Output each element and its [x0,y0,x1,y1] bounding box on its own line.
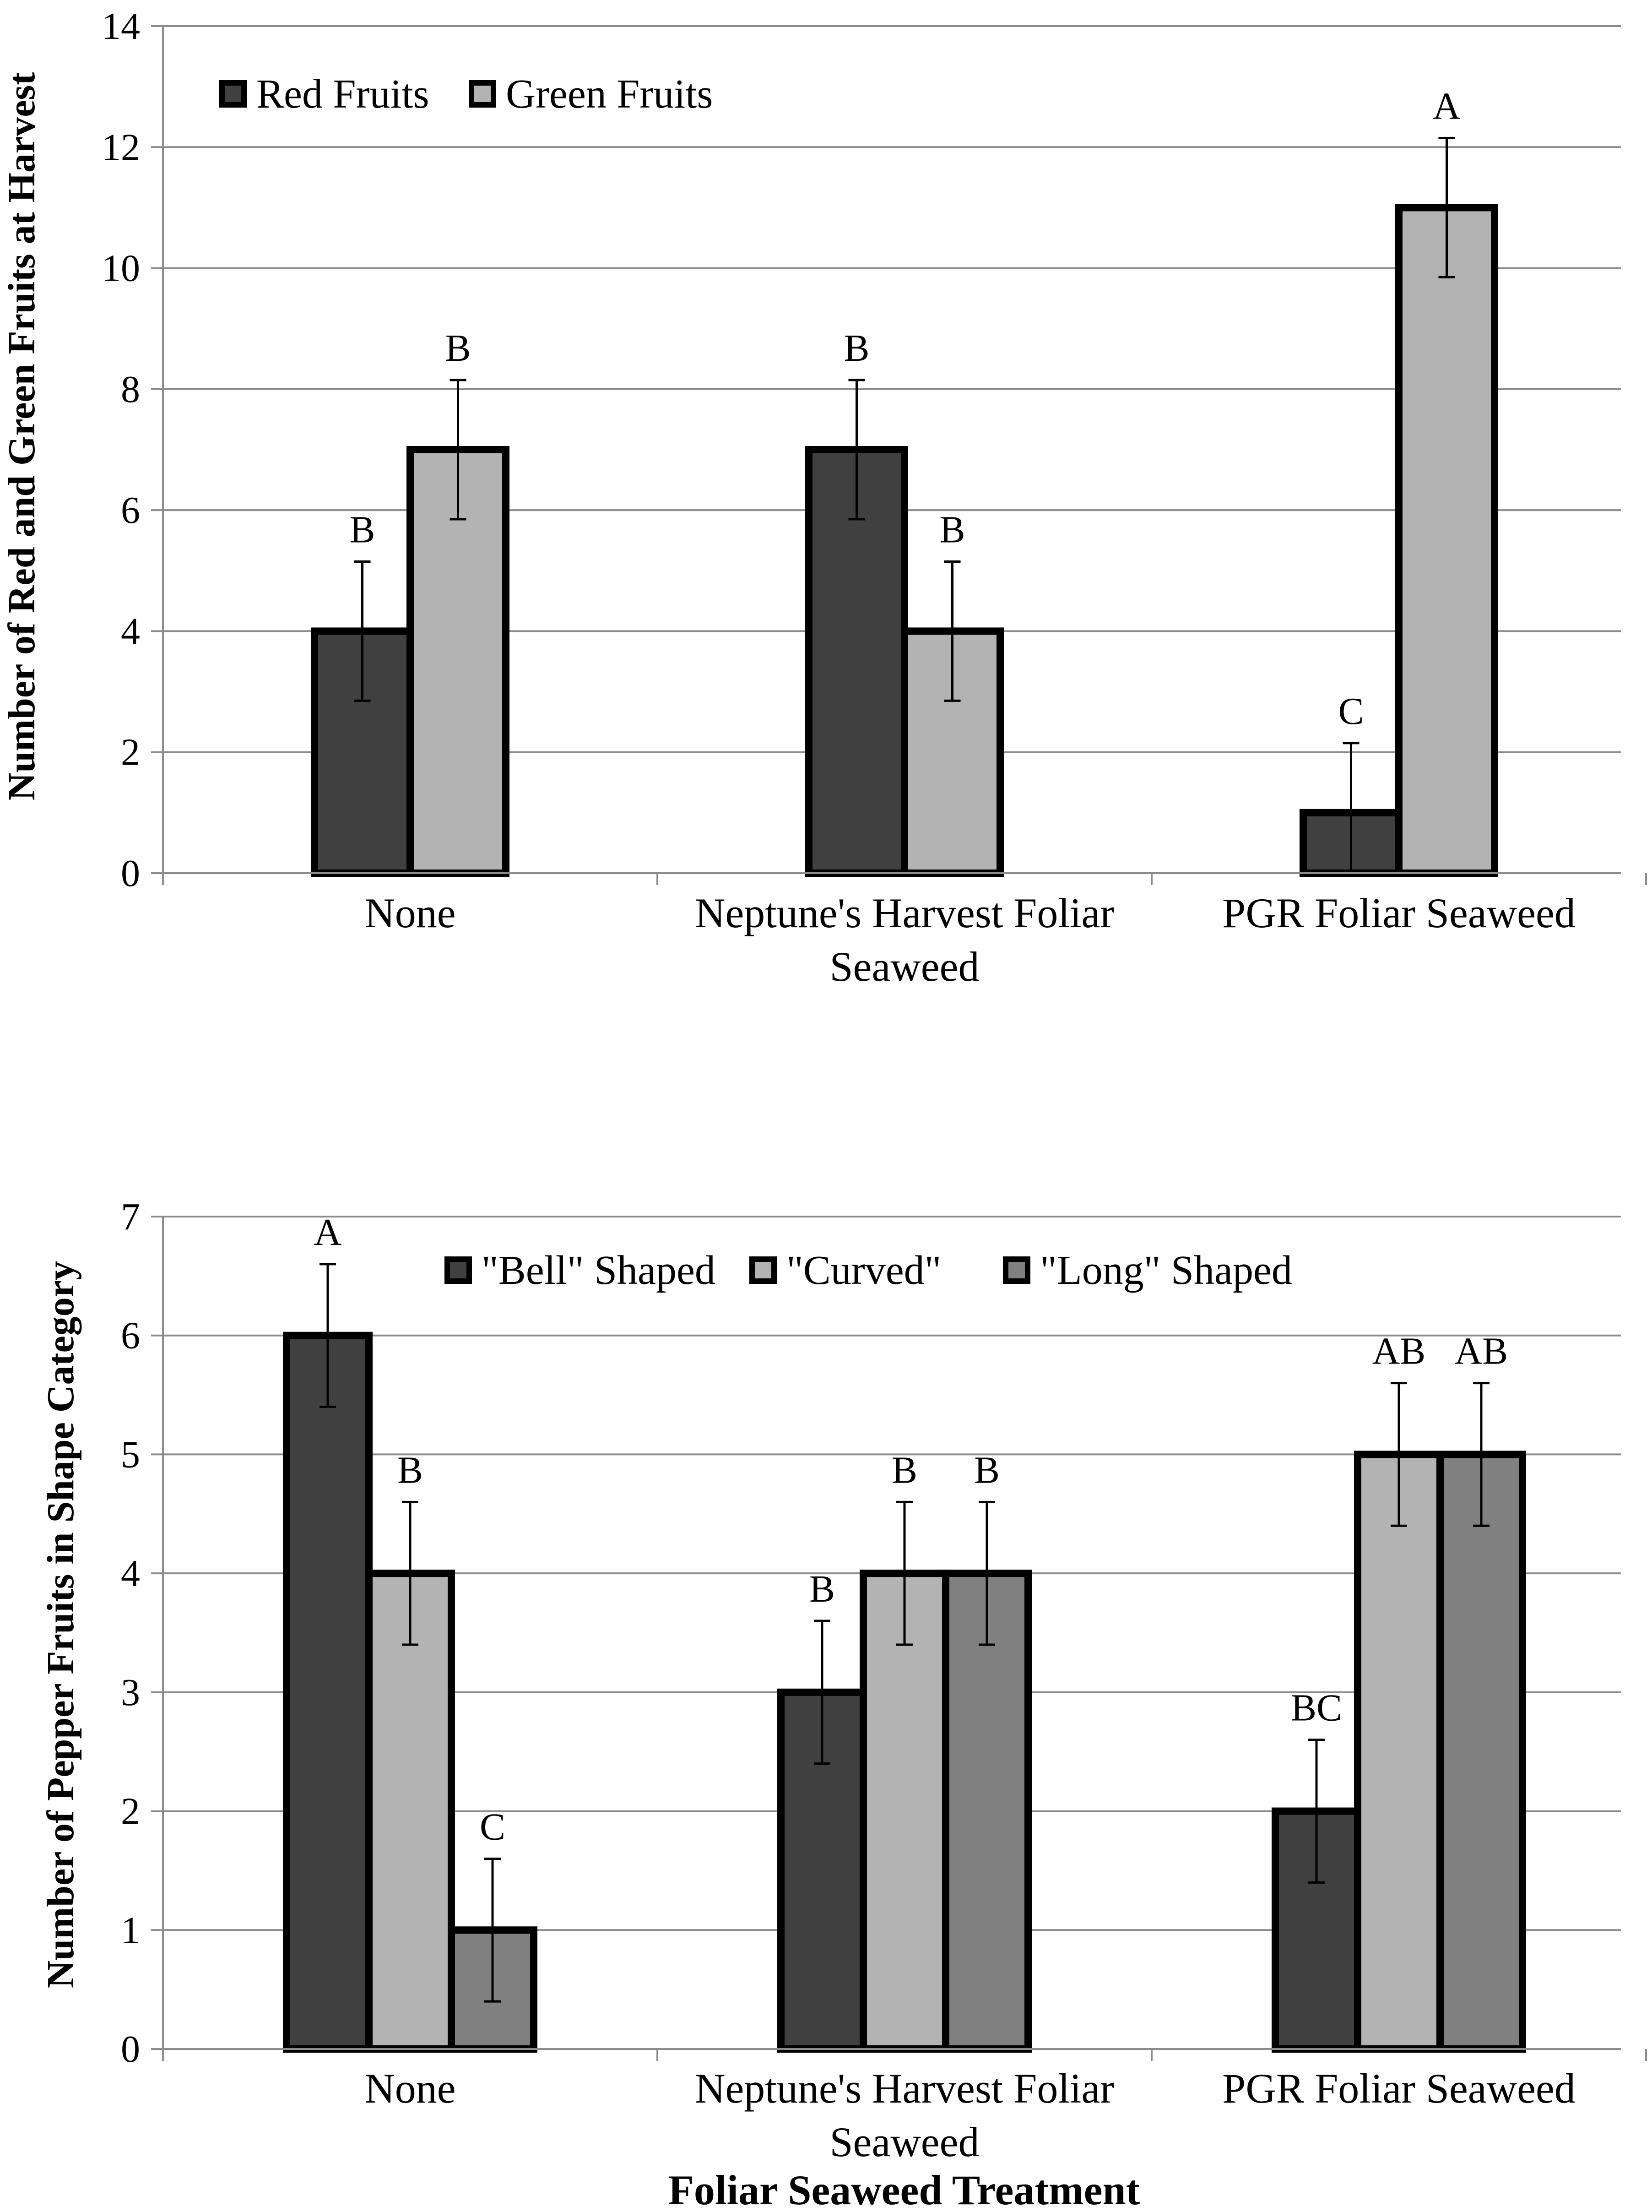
y-tick-label: 0 [121,852,140,895]
legend-label: "Long" Shaped [1040,1248,1292,1293]
significance-letter: A [314,1211,342,1254]
y-tick-label: 1 [121,1909,140,1951]
y-tick-label: 3 [121,1671,140,1714]
legend: "Bell" Shaped "Curved" "Long" Shaped [444,1248,1292,1293]
axes [151,25,1647,885]
chart-red-green-fruits: 0 2 4 6 8 10 12 14 None Neptune's Harvest Foliar… [0,5,1647,990]
bar-long-shaped-neptune-s-harvest-foliar-seaweed [942,1570,1032,2053]
y-tick-label: 5 [121,1433,140,1476]
significance-letter: A [1433,85,1461,127]
bar-curved-pgr-foliar-seaweed [1354,1451,1444,2053]
y-axis-title: Number of Red and Green Fruits at Harves… [0,72,43,800]
legend-label: Red Fruits [256,71,429,117]
x-category-labels: None Neptune's Harvest Foliar Seaweed PGR F… [364,2065,1575,2165]
x-category-label: Seaweed [830,943,980,990]
significance-letter: B [892,1449,917,1491]
y-tick-label: 6 [121,489,140,532]
legend-label: Green Fruits [506,71,713,117]
legend-swatch-long-shaped [1003,1256,1030,1284]
significance-letter: AB [1455,1330,1508,1373]
significance-letter: B [844,327,869,370]
axes [151,1216,1647,2061]
x-category-label: PGR Foliar Seaweed [1222,890,1576,936]
x-category-label: Neptune's Harvest Foliar [695,890,1114,936]
legend-label: "Curved" [786,1248,941,1293]
x-category-label: Seaweed [830,2119,980,2165]
significance-letter: B [397,1449,423,1491]
y-tick-label: 10 [102,247,140,290]
y-axis-title: Number of Pepper Fruits in Shape Categor… [39,1261,82,1988]
y-tick-label: 2 [121,1790,140,1833]
x-category-label: None [364,2065,455,2112]
significance-letter: B [349,508,375,551]
error-bars [320,1263,1490,2003]
y-tick-label: 2 [121,731,140,774]
x-axis-title: Foliar Seaweed Treatment [668,2167,1140,2212]
x-category-labels: None Neptune's Harvest Foliar Seaweed PGR F… [364,890,1575,990]
chart-pepper-shape: 0 1 2 3 4 5 6 7 None Neptune's Harvest Foliar Sea… [39,1196,1647,2212]
bar-long-shaped-pgr-foliar-seaweed [1436,1451,1526,2053]
x-category-label: PGR Foliar Seaweed [1222,2065,1576,2112]
significance-letter: B [974,1449,1000,1491]
legend-swatch-red-fruits [219,80,247,108]
significance-letter: BC [1291,1687,1342,1729]
bars [283,1332,1526,2053]
significance-letter: B [809,1568,835,1610]
y-tick-label: 12 [102,126,140,168]
y-tick-label: 6 [121,1315,140,1357]
significance-letter: C [480,1805,505,1848]
y-tick-label: 7 [121,1196,140,1238]
y-tick-labels: 0 2 4 6 8 10 12 14 [102,5,140,895]
significance-letter: AB [1372,1330,1426,1373]
legend-swatch-curved [749,1256,777,1284]
legend-label: "Bell" Shaped [482,1248,715,1293]
legend-swatch-bell-shaped [444,1256,472,1284]
y-tick-labels: 0 1 2 3 4 5 6 7 [121,1196,140,2071]
x-category-label: None [364,890,455,936]
y-tick-label: 4 [121,610,140,652]
bar-bell-shaped-none [283,1332,373,2053]
legend: Red Fruits Green Fruits [219,71,713,117]
significance-letter: C [1338,690,1364,733]
bar-curved-none [365,1570,455,2053]
significance-letter: B [445,327,471,370]
significance-letter: B [939,508,965,551]
y-tick-label: 8 [121,368,140,411]
x-category-label: Neptune's Harvest Foliar [695,2065,1114,2112]
bar-green-fruits-pgr-foliar-seaweed [1395,204,1498,877]
legend-swatch-green-fruits [469,80,496,108]
y-tick-label: 0 [121,2028,140,2071]
significance-letters: B B B B C A [349,85,1461,732]
y-tick-label: 4 [121,1552,140,1595]
y-tick-label: 14 [102,5,140,48]
